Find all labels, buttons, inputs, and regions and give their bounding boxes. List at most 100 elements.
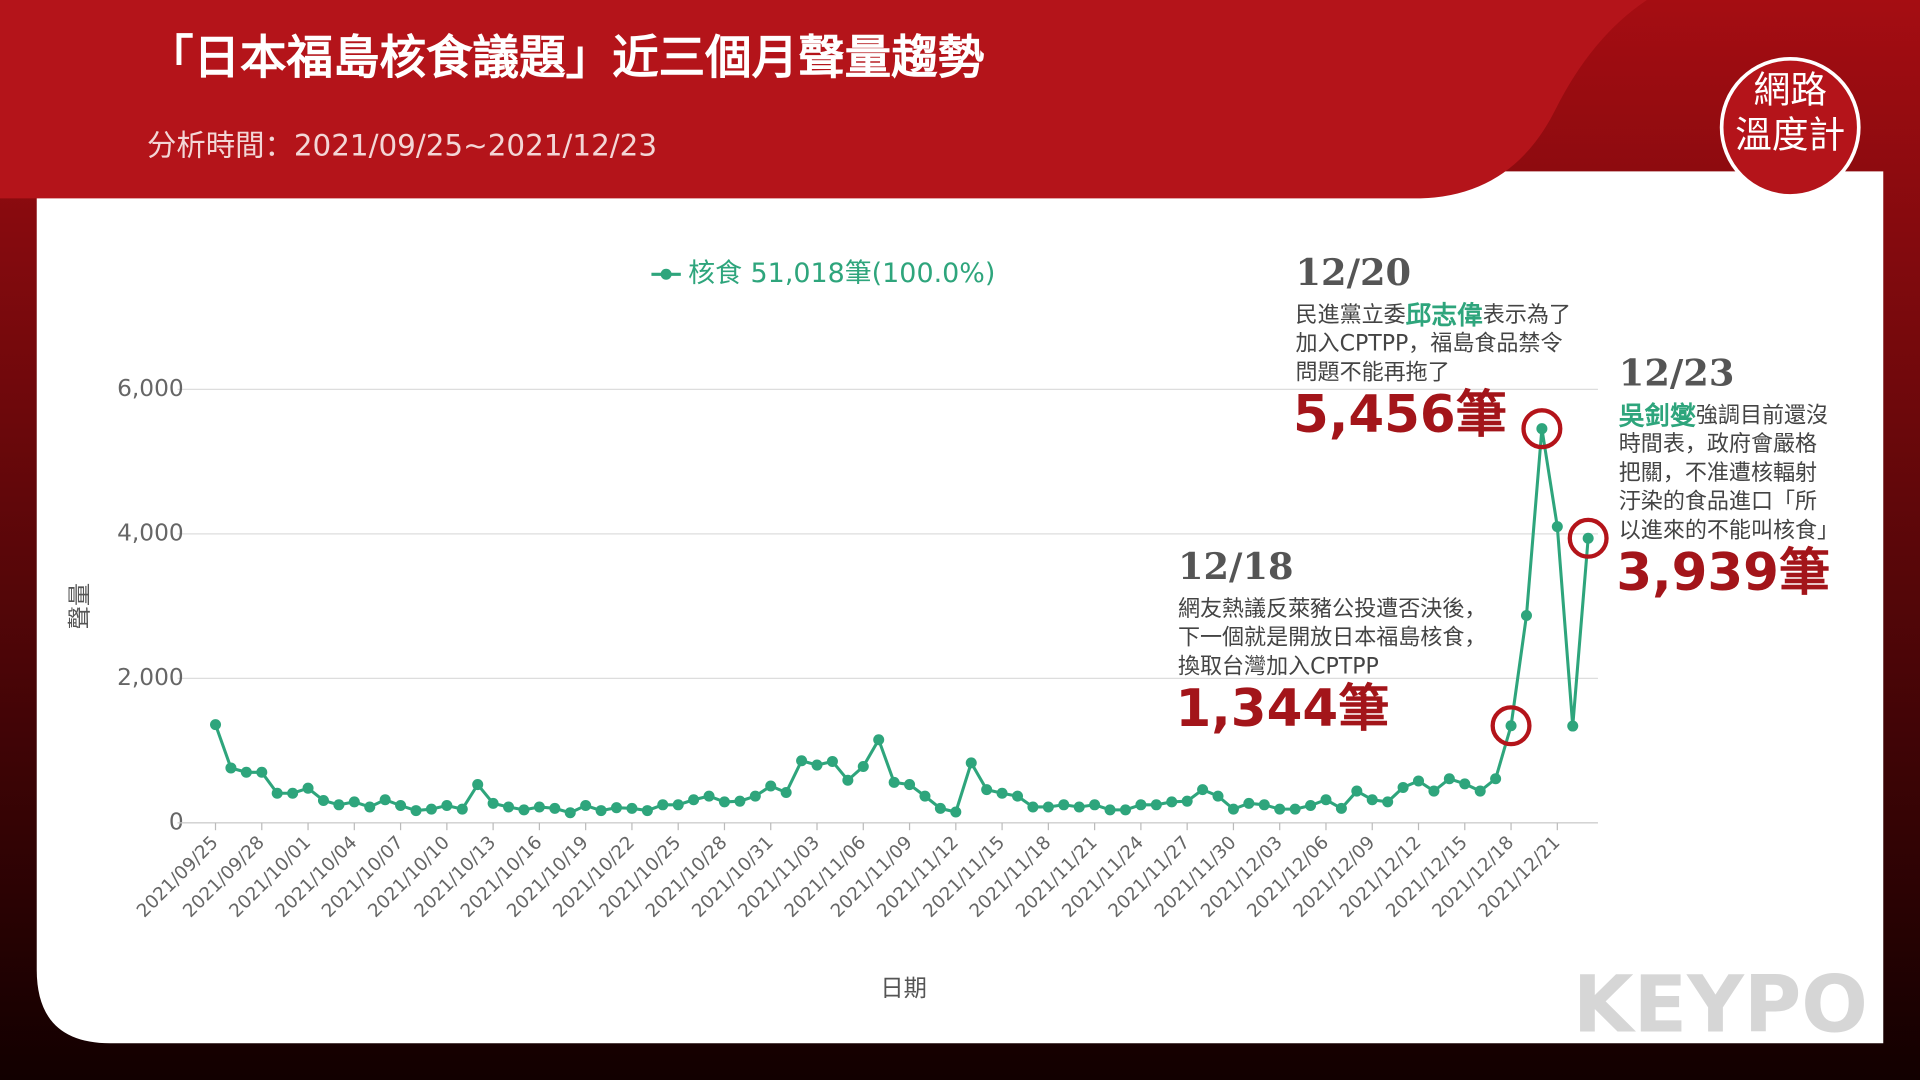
data-point — [1166, 796, 1178, 808]
data-point — [1274, 803, 1286, 815]
annotation-segment: 下一個就是開放日本福島核食， — [1178, 626, 1486, 651]
data-point — [1505, 720, 1517, 732]
annotation-highlight: 邱志偉 — [1406, 300, 1483, 330]
data-point — [1490, 773, 1502, 785]
data-point — [641, 805, 653, 817]
data-point — [1104, 804, 1116, 816]
data-point — [317, 794, 329, 806]
data-point — [996, 787, 1008, 799]
data-point — [857, 760, 869, 773]
data-point — [1582, 532, 1594, 544]
data-point — [888, 776, 900, 788]
data-point — [240, 766, 252, 778]
annotation-text: 問題不能再拖了 — [1296, 360, 1450, 385]
data-point — [395, 800, 407, 812]
data-point — [780, 787, 792, 799]
annotation-text: 民進黨立委邱志偉表示為了 — [1296, 300, 1571, 330]
data-point — [487, 797, 499, 809]
data-point — [1243, 797, 1255, 809]
y-tick-label: 2,000 — [117, 664, 184, 691]
data-point — [410, 805, 422, 817]
annotation-date: 12/20 — [1296, 251, 1412, 294]
annotation-segment: 把關，不准遭核輻射 — [1619, 461, 1817, 486]
x-axis-label: 日期 — [880, 975, 927, 1002]
data-point — [348, 796, 360, 808]
annotation-segment: 換取台灣加入CPTPP — [1178, 654, 1379, 679]
data-point — [1320, 794, 1332, 806]
data-point — [1366, 794, 1378, 806]
annotation-text: 下一個就是開放日本福島核食， — [1178, 626, 1486, 651]
data-point — [425, 803, 437, 815]
data-point — [472, 779, 484, 791]
data-point — [287, 787, 299, 799]
y-axis-label: 聲量 — [66, 583, 93, 630]
data-point — [1335, 802, 1347, 814]
data-point — [1428, 785, 1440, 797]
y-tick-label: 6,000 — [117, 375, 184, 402]
legend-marker — [660, 268, 672, 280]
data-point — [1351, 785, 1363, 797]
annotation-text: 吳釗燮強調目前還沒 — [1619, 400, 1828, 431]
logo — [1719, 56, 1861, 198]
data-point — [256, 766, 268, 778]
annotation-segment: 網友熱議反萊豬公投遭否決後， — [1178, 597, 1486, 622]
annotation-segment: 以進來的不能叫核食」 — [1619, 518, 1839, 543]
data-point — [826, 755, 838, 767]
data-point — [1289, 803, 1301, 815]
data-point — [1567, 720, 1579, 732]
data-point — [441, 800, 453, 812]
data-point — [734, 795, 746, 807]
data-point — [919, 790, 931, 802]
data-point — [1443, 773, 1455, 785]
data-point — [1042, 801, 1054, 813]
data-point — [302, 782, 314, 794]
y-tick-label: 0 — [169, 808, 184, 835]
data-point — [672, 799, 684, 811]
data-point — [1089, 799, 1101, 811]
data-point — [1212, 790, 1224, 802]
data-point — [873, 734, 885, 746]
y-tick-label: 4,000 — [117, 519, 184, 546]
legend-label: 核食 51,018筆(100.0%) — [688, 258, 995, 289]
data-point — [1551, 521, 1563, 533]
data-point — [1227, 803, 1239, 815]
highlight-ring — [1567, 517, 1609, 559]
data-point — [657, 799, 669, 811]
annotation-highlight: 吳釗燮 — [1619, 400, 1696, 431]
data-point — [1459, 778, 1471, 790]
data-point — [1197, 784, 1209, 796]
data-point — [703, 790, 715, 802]
data-point — [718, 796, 730, 808]
data-point — [1397, 781, 1409, 793]
annotation-text: 換取台灣加入CPTPP — [1178, 654, 1379, 679]
annotation-segment: 問題不能再拖了 — [1296, 360, 1450, 385]
annotation-text: 汙染的食品進口「所 — [1619, 490, 1817, 515]
data-point — [1382, 796, 1394, 808]
data-point — [456, 803, 468, 815]
highlight-ring — [1490, 705, 1532, 747]
data-point — [1027, 801, 1039, 813]
annotation-segment: 強調目前還沒 — [1696, 403, 1828, 428]
data-point — [1150, 799, 1162, 811]
watermark: KEYPO — [1573, 960, 1868, 1051]
data-point — [626, 802, 638, 814]
data-point — [549, 802, 561, 814]
data-point — [580, 800, 592, 812]
value-label: 3,939筆 — [1616, 543, 1830, 603]
data-point — [564, 807, 576, 819]
data-point — [271, 787, 283, 799]
data-point — [533, 801, 545, 813]
data-point — [749, 790, 761, 802]
annotation-segment: 時間表，政府會嚴格 — [1619, 432, 1817, 457]
annotation-segment: 表示為了 — [1483, 303, 1571, 328]
data-point — [1073, 801, 1085, 813]
header-band — [0, 0, 1647, 199]
highlight-ring — [1521, 408, 1563, 450]
data-point — [796, 755, 808, 767]
data-point — [210, 719, 222, 731]
data-point — [1181, 795, 1193, 807]
logo-text: 網路 — [1753, 68, 1826, 111]
annotation-segment: 民進黨立委 — [1296, 303, 1406, 328]
